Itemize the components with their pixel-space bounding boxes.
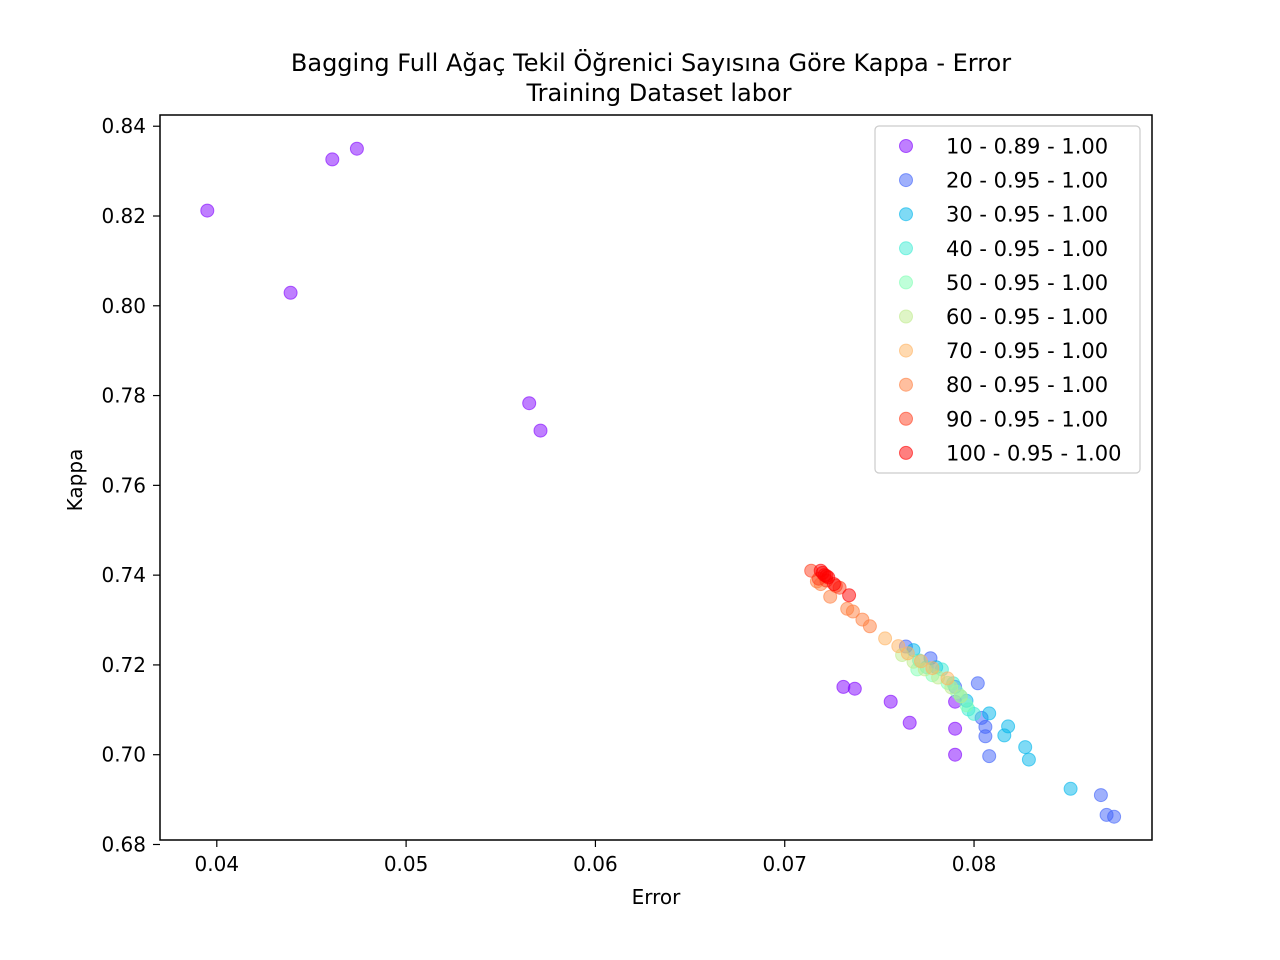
data-point-s2-3 — [982, 706, 997, 721]
legend-marker-8 — [899, 411, 913, 426]
y-tick-label-2: 0.72 — [101, 653, 146, 677]
data-point-s7-1 — [845, 604, 860, 619]
legend-marker-5 — [899, 309, 913, 324]
legend-label-5: 60 - 0.95 - 1.00 — [946, 305, 1108, 329]
data-point-s0-0 — [200, 203, 215, 218]
legend-label-8: 90 - 0.95 - 1.00 — [946, 407, 1108, 431]
data-point-s6-3 — [914, 654, 928, 669]
data-point-s0-4 — [522, 396, 537, 411]
legend-marker-4 — [899, 275, 913, 290]
y-axis-ticks: 0.68 0.70 0.72 0.74 0.76 0.78 0.80 0.82 0.84 — [101, 114, 160, 856]
y-tick-label-3: 0.74 — [101, 563, 146, 587]
legend-marker-6 — [899, 343, 913, 358]
data-point-s0-11 — [948, 747, 963, 762]
legend-label-1: 20 - 0.95 - 1.00 — [946, 169, 1108, 193]
x-axis-label: Error — [632, 885, 682, 909]
legend-label-2: 30 - 0.95 - 1.00 — [946, 203, 1108, 227]
data-point-s0-8 — [883, 694, 898, 709]
x-tick-label-1: 0.05 — [384, 852, 429, 876]
data-point-s7-4 — [823, 589, 838, 604]
plot-frame — [159, 114, 1153, 841]
legend-label-0: 10 - 0.89 - 1.00 — [946, 135, 1108, 159]
x-tick-label-3: 0.07 — [762, 852, 807, 876]
data-point-s9-5 — [827, 577, 841, 592]
legend-marker-7 — [899, 377, 913, 392]
x-tick-label-0: 0.04 — [195, 852, 240, 876]
legend-label-9: 100 - 0.95 - 1.00 — [946, 441, 1121, 465]
data-point-s2-8 — [1063, 781, 1078, 796]
data-point-s0-6 — [836, 679, 851, 694]
y-tick-label-1: 0.70 — [101, 743, 146, 767]
legend-marker-9 — [899, 445, 913, 460]
data-point-s1-8 — [1093, 788, 1108, 803]
y-tick-label-5: 0.78 — [101, 384, 146, 408]
data-point-s0-5 — [533, 423, 548, 438]
data-point-s6-0 — [878, 631, 893, 646]
data-point-s0-1 — [325, 152, 340, 167]
data-point-s5-5 — [953, 689, 968, 704]
chart-title: Bagging Full Ağaç Tekil Öğrenici Sayısın… — [291, 48, 1011, 77]
data-point-s1-10 — [1107, 809, 1122, 824]
data-point-s0-7 — [847, 681, 862, 696]
legend-marker-1 — [899, 173, 913, 188]
data-point-s0-10 — [948, 721, 963, 736]
data-point-s2-5 — [1001, 719, 1016, 734]
y-tick-label-0: 0.68 — [101, 832, 146, 856]
y-tick-label-7: 0.82 — [101, 204, 146, 228]
legend-marker-3 — [899, 241, 913, 256]
data-point-s0-3 — [283, 285, 298, 300]
y-tick-label-8: 0.84 — [101, 114, 146, 138]
data-point-s6-4 — [925, 661, 940, 676]
x-tick-label-4: 0.08 — [952, 852, 997, 876]
y-tick-label-4: 0.76 — [101, 473, 146, 497]
data-point-s0-9 — [902, 715, 917, 730]
chart-subtitle: Training Dataset labor — [525, 79, 791, 107]
legend-label-3: 40 - 0.95 - 1.00 — [946, 237, 1108, 261]
data-point-s6-5 — [940, 671, 955, 686]
data-point-s2-7 — [1021, 752, 1036, 767]
legend-label-4: 50 - 0.95 - 1.00 — [946, 271, 1108, 295]
data-point-s7-3 — [862, 619, 877, 634]
legend-label-6: 70 - 0.95 - 1.00 — [946, 339, 1108, 363]
data-points — [200, 141, 1122, 824]
data-point-s1-3 — [970, 676, 985, 691]
data-point-s1-7 — [982, 749, 997, 764]
y-tick-label-6: 0.80 — [101, 294, 146, 318]
x-axis-ticks: 0.04 0.05 0.06 0.07 0.08 — [195, 840, 997, 876]
data-point-s0-2 — [349, 141, 364, 156]
legend: 10 - 0.89 - 1.00 20 - 0.95 - 1.00 30 - 0.9… — [874, 125, 1141, 474]
legend-label-7: 80 - 0.95 - 1.00 — [946, 373, 1108, 397]
y-axis-label: Kappa — [63, 449, 87, 512]
data-point-s6-1 — [891, 639, 906, 654]
x-tick-label-2: 0.06 — [573, 852, 618, 876]
legend-frame — [874, 125, 1141, 474]
data-point-s9-6 — [842, 588, 857, 603]
data-point-s6-2 — [900, 646, 915, 661]
legend-marker-2 — [899, 207, 913, 222]
data-point-s1-6 — [978, 729, 993, 744]
data-point-s2-6 — [1018, 740, 1033, 755]
legend-marker-0 — [899, 139, 913, 153]
